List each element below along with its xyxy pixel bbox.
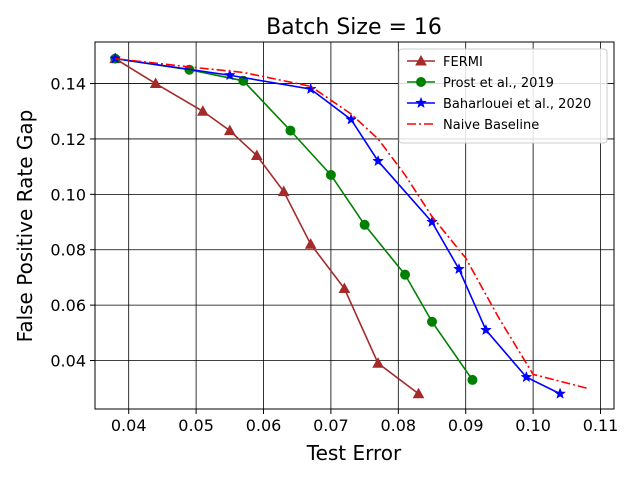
series-3 [109,52,566,399]
series-line [115,57,561,395]
x-tick-label: 0.04 [111,416,147,435]
legend: FERMI Prost et al., 2019 Baharlouei et al.… [398,48,608,144]
data-point [372,357,384,368]
y-tick-label: 0.04 [50,352,86,371]
data-point [304,82,317,95]
data-point [277,185,290,197]
series-line [115,57,588,390]
series-4 [115,57,588,390]
data-point [427,316,438,327]
legend-marker [416,77,426,87]
legend-label: Prost et al., 2019 [443,76,554,91]
data-point [338,282,351,294]
data-point [109,52,122,64]
data-point [325,169,336,180]
x-axis-ticks: 0.04 0.05 0.06 0.07 0.08 0.09 0.10 0.11 [111,409,618,435]
y-tick-label: 0.14 [50,75,86,94]
y-tick-label: 0.08 [50,241,86,260]
data-point [520,370,533,383]
legend-item: FERMI [407,54,483,70]
x-tick-label: 0.09 [448,416,484,435]
data-point [359,219,370,230]
data-point [223,69,236,81]
x-tick-label: 0.11 [583,416,619,435]
legend-marker [415,54,427,66]
data-point [223,124,236,136]
legend-marker [415,96,427,109]
series-line [114,57,420,395]
legend-item: Naive Baseline [407,118,539,133]
data-point [412,387,425,399]
legend-box [398,48,608,144]
x-tick-label: 0.10 [515,416,551,435]
x-axis-label: Test Error [306,441,402,465]
data-point [250,149,263,161]
data-point [400,269,411,280]
x-tick-label: 0.06 [246,416,282,435]
data-point [372,154,385,167]
y-tick-label: 0.10 [50,185,86,204]
data-point [285,125,296,136]
data-point [480,323,492,336]
x-tick-label: 0.08 [380,416,416,435]
y-axis-ticks: 0.04 0.06 0.08 0.10 0.12 0.14 [50,75,95,371]
series-layer [109,52,588,399]
data-point [453,262,465,275]
data-point [467,374,478,385]
data-point [149,77,162,89]
y-tick-label: 0.06 [50,296,86,315]
data-point [345,113,358,125]
y-tick-label: 0.12 [50,130,86,149]
series-2 [110,53,478,385]
x-tick-label: 0.07 [313,416,349,435]
legend-label: Baharlouei et al., 2020 [443,97,591,112]
legend-item: Prost et al., 2019 [407,76,554,91]
data-point [426,215,438,228]
data-point [554,387,566,399]
legend-label: Naive Baseline [443,118,539,133]
data-point [304,238,317,249]
legend-item: Baharlouei et al., 2020 [407,96,591,112]
chart-title: Batch Size = 16 [266,15,442,40]
series-1 [109,52,425,399]
y-axis-label: False Positive Rate Gap [13,110,37,343]
plot-frame [94,41,615,410]
x-tick-label: 0.05 [178,416,214,435]
data-point [196,105,209,116]
legend-label: FERMI [443,55,483,70]
